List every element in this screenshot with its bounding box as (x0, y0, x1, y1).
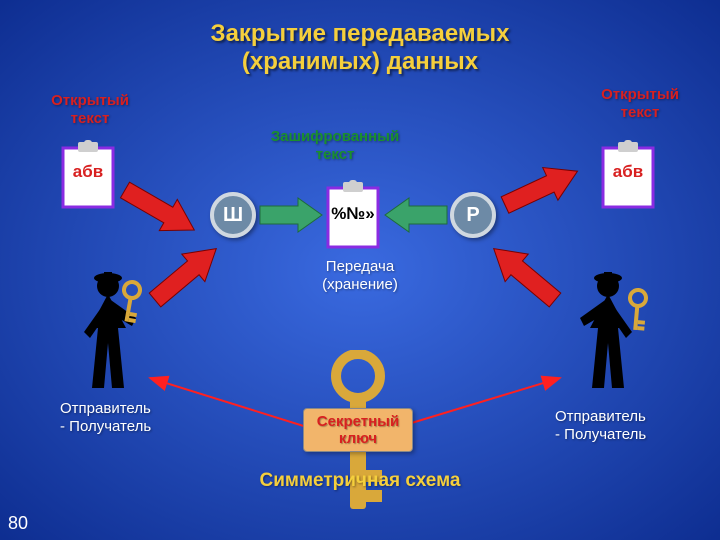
clipboard-left: абв (60, 140, 116, 210)
slide-title: Закрытие передаваемых (хранимых) данных (211, 20, 510, 76)
title-line2: (хранимых) данных (211, 48, 510, 76)
clipboard-center-text: %№» (325, 204, 381, 224)
clipboard-right-text: абв (600, 162, 656, 182)
node-encrypt-label: Ш (223, 204, 243, 227)
label-plaintext-right: Открытый текст (590, 86, 690, 122)
label-sender-right: Отправитель - Получатель (555, 408, 685, 444)
secret-key-box: Секретный ключ (303, 408, 413, 452)
title-line1: Закрытие передаваемых (211, 20, 510, 48)
label-plaintext-left: Открытый текст (40, 92, 140, 128)
label-ciphertext: Зашифрованный текст (255, 128, 415, 164)
node-encrypt: Ш (210, 192, 256, 238)
slide: Закрытие передаваемых (хранимых) данных … (0, 0, 720, 540)
clipboard-center: %№» (325, 180, 381, 250)
person-left (70, 268, 160, 398)
person-right (560, 268, 650, 398)
label-scheme: Симметричная схема (235, 470, 485, 493)
page-number: 80 (8, 513, 28, 534)
clipboard-right: абв (600, 140, 656, 210)
node-decrypt-label: Р (466, 204, 479, 227)
node-decrypt: Р (450, 192, 496, 238)
clipboard-left-text: абв (60, 162, 116, 182)
label-transfer: Передача (хранение) (300, 258, 420, 294)
label-sender-left: Отправитель - Получатель (60, 400, 190, 436)
